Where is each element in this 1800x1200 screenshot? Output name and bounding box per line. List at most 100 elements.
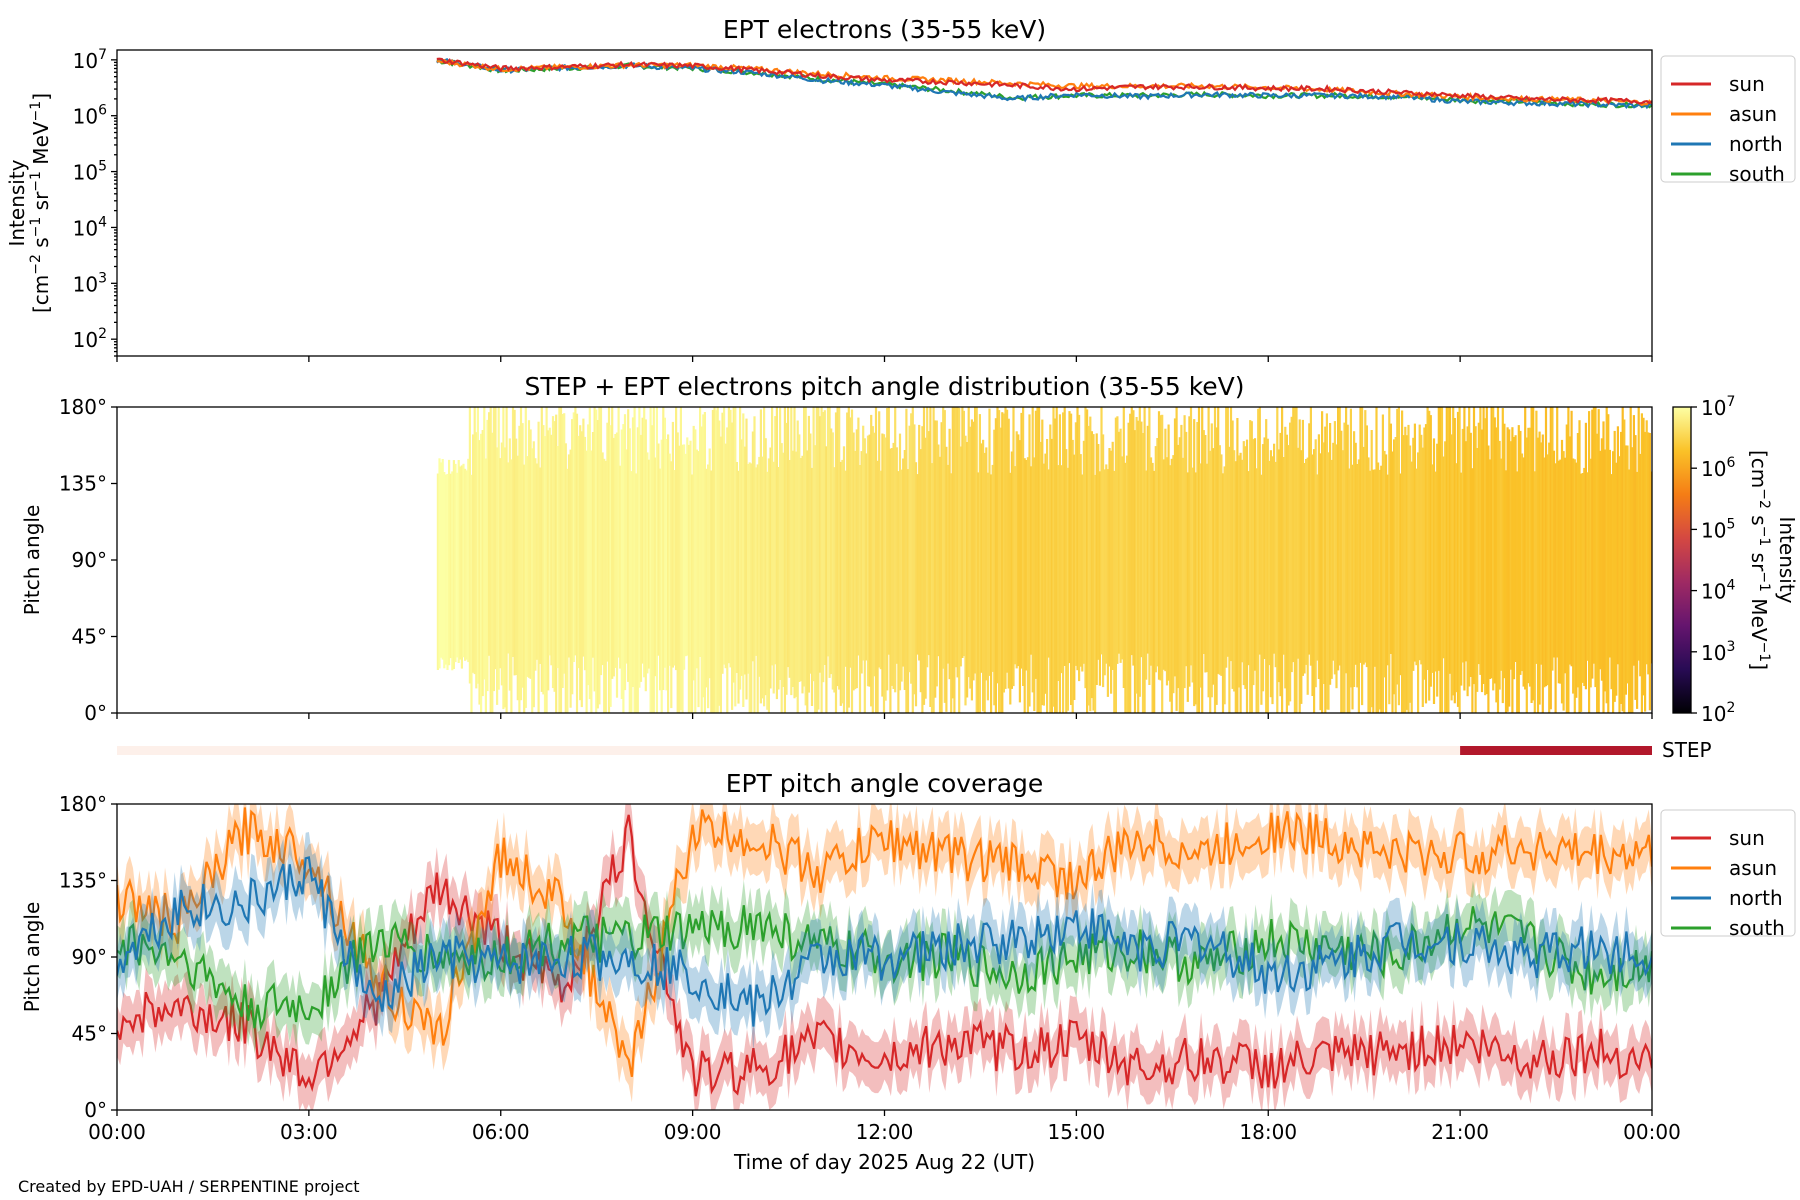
heatmap-cell	[1084, 407, 1087, 689]
heatmap-cell	[1648, 433, 1651, 711]
colorbar-tick-label: 103	[1701, 639, 1735, 665]
heatmap-cell	[1293, 407, 1296, 713]
series-line-sun	[117, 814, 1652, 1097]
heatmap-cell	[1157, 411, 1161, 680]
heatmap-cell	[994, 418, 997, 713]
heatmap-cell	[606, 422, 609, 662]
heatmap-cell	[1503, 423, 1506, 679]
x-tick-label: 00:00	[88, 1120, 146, 1144]
heatmap-cell	[823, 410, 826, 665]
heatmap-cell	[946, 464, 950, 664]
heatmap-cell	[484, 458, 487, 713]
heatmap-cell	[1073, 454, 1076, 700]
heatmap-cell	[1332, 442, 1335, 661]
heatmap-cell	[1488, 459, 1492, 679]
heatmap-cell	[1034, 410, 1037, 679]
heatmap-cell	[1383, 450, 1386, 678]
heatmap-cell	[1277, 449, 1280, 683]
heatmap-cell	[1520, 453, 1524, 672]
heatmap-cell	[547, 430, 550, 691]
heatmap-cell	[1276, 407, 1279, 713]
heatmap-cell	[499, 458, 502, 669]
heatmap-cell	[1471, 468, 1474, 713]
colorbar-label-line1: Intensity	[1775, 516, 1799, 603]
heatmap-cell	[1429, 415, 1432, 687]
heatmap-cell	[1432, 438, 1436, 704]
heatmap-cell	[567, 454, 571, 658]
heatmap-cell	[1119, 428, 1122, 663]
x-tick-label: 09:00	[664, 1120, 722, 1144]
heatmap-cell	[1594, 407, 1597, 688]
heatmap-cell	[483, 407, 486, 680]
heatmap-cell	[1456, 411, 1460, 707]
heatmap-cell	[550, 434, 553, 666]
heatmap-cell	[1442, 456, 1445, 659]
heatmap-cell	[1111, 441, 1114, 670]
heatmap-cell	[676, 432, 679, 713]
heatmap-cell	[548, 427, 551, 656]
heatmap-cell	[849, 417, 852, 668]
heatmap-cell	[1359, 407, 1362, 663]
heatmap-cell	[1423, 427, 1426, 680]
heatmap-cell	[1009, 472, 1012, 705]
heatmap-cell	[723, 407, 726, 665]
heatmap-cell	[1154, 446, 1157, 673]
heatmap-cell	[715, 410, 718, 713]
heatmap-cell	[1151, 462, 1154, 713]
heatmap-cell	[1596, 433, 1599, 713]
heatmap-cell	[1130, 407, 1133, 656]
heatmap-cell	[1010, 451, 1013, 689]
heatmap-cell	[1401, 410, 1404, 713]
heatmap-cell	[647, 459, 651, 669]
heatmap-cell	[1565, 424, 1568, 713]
heatmap-cell	[1209, 450, 1212, 713]
heatmap-cell	[1273, 443, 1276, 654]
heatmap-cell	[615, 432, 619, 698]
heatmap-cell	[1608, 449, 1611, 658]
y-tick-label: 102	[73, 326, 107, 352]
heatmap-cell	[1431, 464, 1434, 673]
heatmap-cell	[1428, 410, 1431, 701]
heatmap-cell	[1621, 407, 1624, 712]
heatmap-cell	[980, 443, 983, 673]
heatmap-cell	[699, 407, 702, 657]
legend-box	[1660, 809, 1796, 937]
heatmap-cell	[1271, 456, 1274, 705]
heatmap-cell	[510, 459, 513, 713]
heatmap-cell	[1341, 450, 1344, 713]
heatmap-cell	[1629, 407, 1632, 713]
legend-label-south: south	[1729, 916, 1785, 940]
heatmap-cell	[1102, 434, 1105, 688]
heatmap-cell	[670, 461, 673, 709]
heatmap-cell	[1261, 444, 1265, 692]
heatmap-cell	[603, 458, 606, 713]
heatmap-cell	[532, 441, 535, 708]
heatmap-cell	[1284, 426, 1287, 689]
heatmap-cell	[681, 444, 684, 713]
heatmap-cell	[659, 468, 662, 691]
heatmap-cell	[451, 471, 454, 671]
step-bar-active	[1460, 746, 1652, 755]
heatmap-cell	[542, 425, 545, 695]
heatmap-cell	[1567, 407, 1570, 713]
heatmap-cell	[1026, 457, 1029, 713]
heatmap-cell	[935, 420, 938, 687]
heatmap-cell	[886, 408, 889, 691]
heatmap-cell	[1297, 447, 1300, 659]
heatmap-cell	[1113, 470, 1116, 713]
heatmap-cell	[622, 424, 625, 713]
heatmap-cell	[826, 407, 830, 657]
heatmap-cell	[627, 409, 630, 682]
heatmap-cell	[774, 416, 777, 665]
heatmap-cell	[1129, 413, 1132, 713]
heatmap-cell	[1249, 420, 1252, 713]
heatmap-cell	[1560, 439, 1564, 704]
heatmap-cell	[1640, 413, 1643, 713]
heatmap-cell	[692, 425, 695, 681]
heatmap-cell	[753, 416, 756, 713]
heatmap-cell	[743, 446, 746, 675]
heatmap-cell	[1135, 417, 1138, 694]
heatmap-cell	[1381, 414, 1384, 713]
heatmap-cell	[1393, 439, 1396, 695]
heatmap-cell	[1397, 407, 1400, 706]
